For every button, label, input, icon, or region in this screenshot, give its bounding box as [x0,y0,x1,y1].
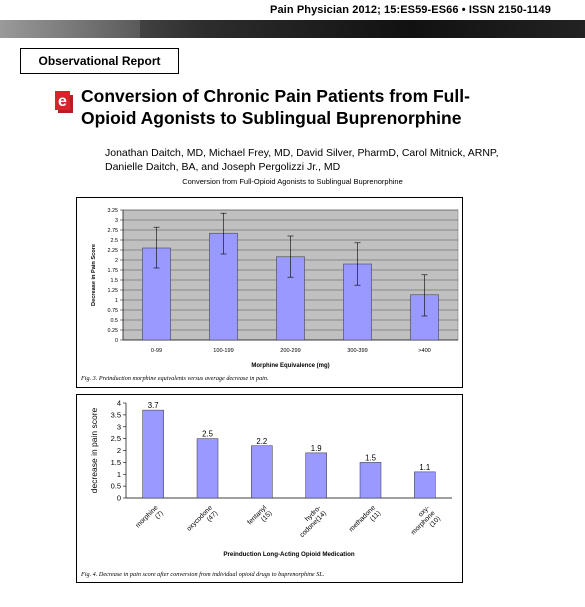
y-tick-label: 2.5 [111,434,121,443]
y-tick-label: 0.5 [111,482,121,491]
y-tick-label: 1 [115,298,118,304]
bar [251,445,273,499]
y-tick-label: 1.5 [111,458,121,467]
x-axis-label: Morphine Equivalence (mg) [251,363,329,369]
y-tick-label: 3.5 [111,410,121,419]
title-line: Conversion of Chronic Pain Patients from… [81,86,470,106]
x-axis-label: Preinduction Long-Acting Opioid Medicati… [223,551,355,558]
y-tick-label: 4 [117,399,121,408]
bar [305,452,327,499]
x-tick-label: >400 [418,348,431,354]
y-tick-label: 1 [117,470,121,479]
bar [414,471,436,499]
figure-3-caption: Fig. 3. Preinduction morphine equivalent… [81,375,269,382]
x-tick-label: 100-199 [213,348,234,354]
data-label: 1.9 [311,444,322,453]
y-tick-label: 0.75 [108,308,119,314]
y-tick-label: 2.5 [111,238,119,244]
x-tick-label: oxy-morphone(10) [405,504,442,541]
title-line: Opioid Agonists to Sublingual Buprenorph… [81,108,462,128]
figure-3-frame: 0 0.25 0.5 0.75 1 1.25 1.5 1.75 2 2.25 2.5 2.75 3 3.2… [76,197,463,388]
data-label: 2.2 [256,437,267,446]
figure-4-frame: 0 0.5 1 1.5 2 2.5 3 3.5 4 3.7 morphine(7) 2.5 oxycod… [76,394,463,583]
bar [196,438,219,499]
header-bar [0,20,585,38]
y-tick-label: 0 [115,338,118,344]
bar [359,462,382,499]
article-title: Conversion of Chronic Pain Patients from… [81,85,551,129]
y-tick-label: 1.5 [111,278,119,284]
y-tick-label: 3 [117,422,121,431]
y-tick-label: 2 [117,446,121,455]
data-label: 1.5 [365,453,377,462]
data-label: 2.5 [202,430,214,439]
y-tick-label: 0.5 [111,318,119,324]
x-tick-label-line: (7) [154,510,165,521]
y-axis-label: decrease in pain score [89,407,99,493]
y-axis-label: Decrease in Pain Score [91,244,97,306]
x-tick-label: oxycodone(47) [186,504,220,538]
figure-4-chart: 0 0.5 1 1.5 2 2.5 3 3.5 4 3.7 morphine(7) 2.5 oxycod… [89,399,452,558]
x-tick-label: methadone(11) [348,504,383,539]
journal-citation: Pain Physician 2012; 15:ES59-ES66 • ISSN… [270,4,551,16]
author-line: Danielle Daitch, BA, and Joseph Pergoliz… [105,161,341,173]
e-logo-icon: e [55,91,73,113]
y-tick-label: 2.25 [108,248,119,254]
y-tick-label: 1.25 [108,288,119,294]
x-tick-label: 0-99 [151,348,162,354]
y-tick-label: 1.75 [108,268,119,274]
figure-4-caption: Fig. 4. Decrease in pain score after con… [81,571,325,578]
y-tick-label: 2.75 [108,228,119,234]
y-tick-label: 0.25 [108,328,119,334]
data-label: 3.7 [148,401,159,410]
bar [142,409,164,499]
y-tick-label: 3.25 [108,208,119,214]
y-tick-label: 2 [115,258,118,264]
author-list: Jonathan Daitch, MD, Michael Frey, MD, D… [105,146,525,174]
data-label: 1.1 [419,463,430,472]
author-line: Jonathan Daitch, MD, Michael Frey, MD, D… [105,147,499,159]
y-tick-label: 0 [117,494,121,503]
x-tick-label: hydro-codone(14) [293,504,328,539]
article-type-label: Observational Report [20,48,179,74]
x-tick-label: morphine(7) [135,504,166,535]
figure-group-caption: Conversion from Full-Opioid Agonists to … [182,177,403,186]
x-tick-label: 300-399 [347,348,368,354]
figure-3-chart: 0 0.25 0.5 0.75 1 1.25 1.5 1.75 2 2.25 2.5 2.75 3 3.2… [91,208,459,369]
x-tick-label: 200-299 [280,348,301,354]
x-tick-label: fentanyl(15) [246,504,274,532]
logo-letter: e [58,93,67,110]
y-tick-label: 3 [115,218,118,224]
